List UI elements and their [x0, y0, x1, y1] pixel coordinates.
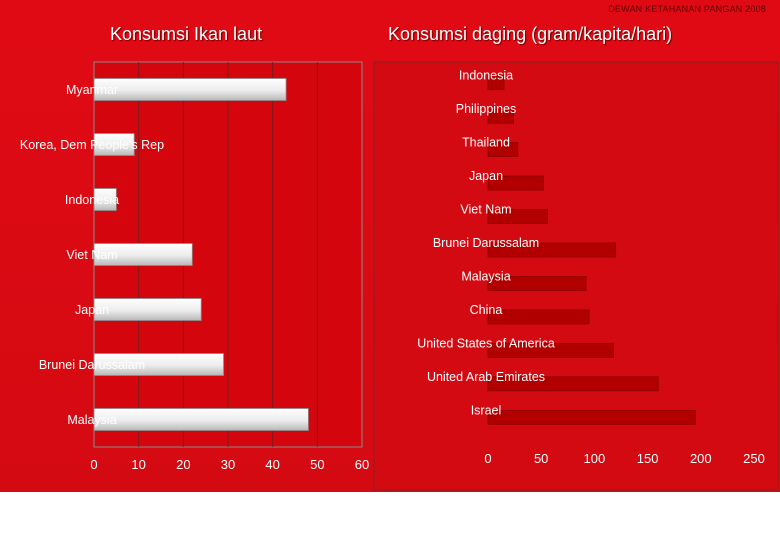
- left-bar: [93, 353, 224, 376]
- left-tick-label: 40: [265, 457, 279, 472]
- left-tick-label: 50: [310, 457, 324, 472]
- left-tick-label: 20: [176, 457, 190, 472]
- left-category-label: Korea, Dem People's Rep: [20, 138, 164, 152]
- left-category-label: Brunei Darussalam: [39, 358, 145, 372]
- left-bar: [93, 298, 202, 321]
- credit-text: DEWAN KETAHANAN PANGAN 2008: [608, 4, 766, 14]
- left-category-label: Malaysia: [67, 413, 116, 427]
- right-chart-title: Konsumsi daging (gram/kapita/hari): [388, 24, 673, 44]
- left-tick-label: 30: [221, 457, 235, 472]
- left-category-label: Myanmar: [66, 83, 118, 97]
- left-tick-label: 10: [131, 457, 145, 472]
- left-category-label: Indonesia: [65, 193, 119, 207]
- left-bar: [93, 188, 117, 211]
- left-bar: [93, 408, 309, 431]
- left-chart-title: Konsumsi Ikan laut: [110, 24, 263, 44]
- left-bar: [93, 243, 193, 266]
- left-tick-label: 0: [90, 457, 97, 472]
- left-tick-label: 60: [355, 457, 369, 472]
- left-category-label: Viet Nam: [66, 248, 117, 262]
- left-category-label: Japan: [75, 303, 109, 317]
- left-bar: [93, 78, 287, 101]
- left-bar: [93, 133, 135, 156]
